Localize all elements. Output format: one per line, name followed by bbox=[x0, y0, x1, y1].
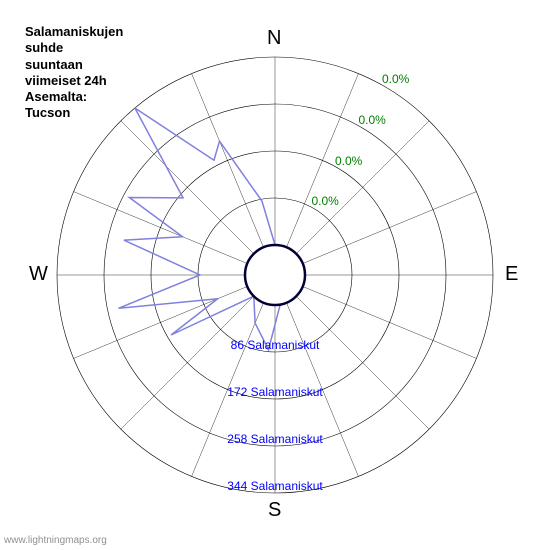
title-line: Tucson bbox=[25, 105, 123, 121]
title-line: Asemalta: bbox=[25, 89, 123, 105]
compass-n: N bbox=[267, 27, 281, 50]
compass-e: E bbox=[505, 263, 518, 286]
title-line: Salamaniskujen bbox=[25, 24, 123, 40]
ring-count-label: 172 Salamaniskut bbox=[227, 385, 322, 399]
compass-s: S bbox=[268, 499, 281, 522]
ring-count-label: 258 Salamaniskut bbox=[227, 432, 322, 446]
title-line: suhde bbox=[25, 40, 123, 56]
chart-title: Salamaniskujensuhdesuuntaanviimeiset 24h… bbox=[25, 24, 123, 122]
ring-count-label: 344 Salamaniskut bbox=[227, 479, 322, 493]
footer-credit: www.lightningmaps.org bbox=[4, 535, 107, 546]
title-line: viimeiset 24h bbox=[25, 73, 123, 89]
compass-w: W bbox=[29, 263, 48, 286]
ring-pct-label: 0.0% bbox=[359, 113, 386, 127]
ring-pct-label: 0.0% bbox=[382, 72, 409, 86]
ring-pct-label: 0.0% bbox=[312, 194, 339, 208]
polar-chart: Salamaniskujensuhdesuuntaanviimeiset 24h… bbox=[0, 0, 550, 550]
ring-count-label: 86 Salamaniskut bbox=[231, 338, 320, 352]
ring-pct-label: 0.0% bbox=[335, 154, 362, 168]
title-line: suuntaan bbox=[25, 57, 123, 73]
